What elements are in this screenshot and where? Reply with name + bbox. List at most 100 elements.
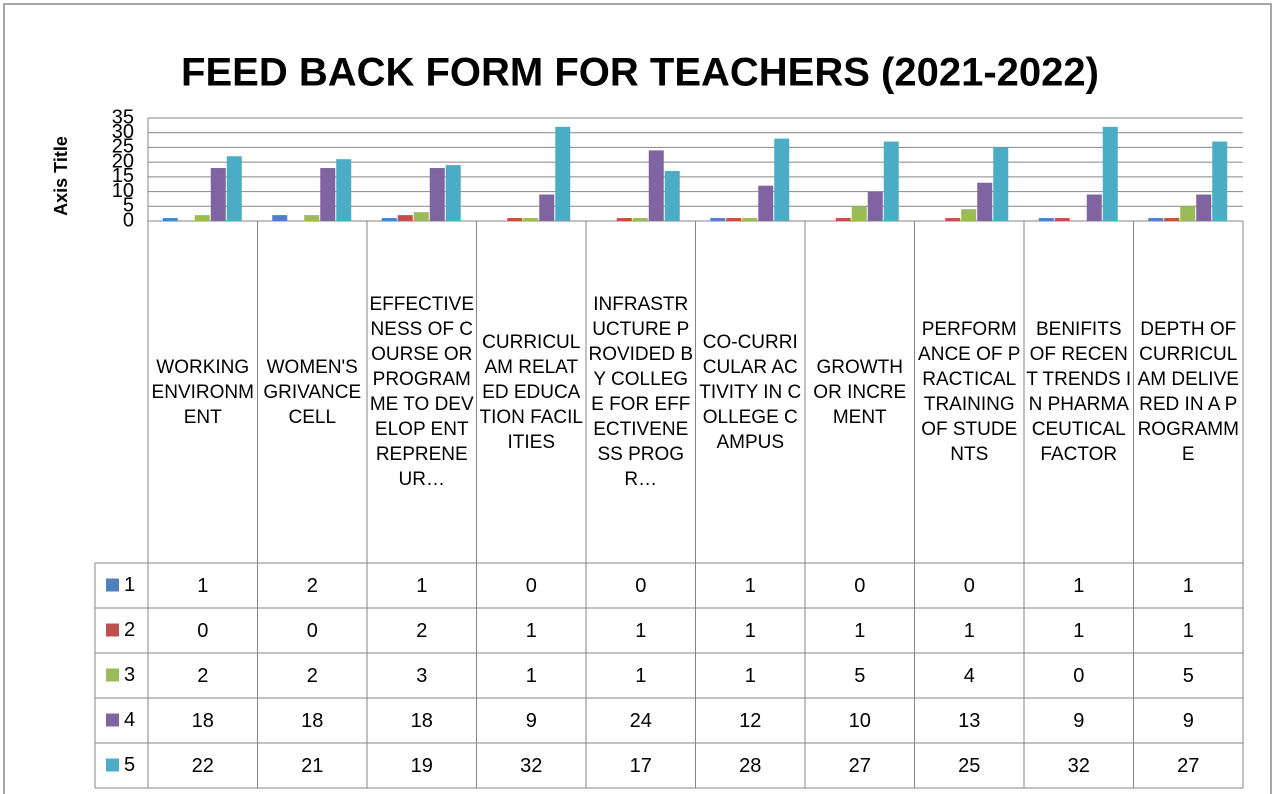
y-tick-label: 5: [123, 195, 134, 217]
x-tick-label: GROWTH OR INCREMENT: [813, 356, 907, 428]
table-value: 1: [1183, 620, 1194, 642]
table-value: 12: [739, 710, 761, 732]
bar: [445, 165, 461, 221]
bar: [1038, 218, 1054, 221]
table-value: 1: [1073, 575, 1084, 597]
bar: [977, 182, 993, 221]
category-label-box: CURRICULAM RELATED EDUCATION FACILITIES: [479, 331, 583, 453]
table-value: 9: [1183, 710, 1194, 732]
table-value: 18: [192, 710, 214, 732]
category-label-box: WOMEN'S GRIVANCE CELL: [263, 357, 361, 428]
bar: [1212, 141, 1228, 221]
bar: [1102, 126, 1118, 221]
category-label-box: CO-CURRICULAR ACTIVITY IN COLLEGE CAMPUS: [699, 331, 802, 453]
table-value: 18: [301, 710, 323, 732]
legend-label: 1: [124, 574, 135, 596]
bar: [758, 185, 774, 221]
bar: [413, 212, 429, 221]
bar: [1164, 218, 1180, 221]
table-value: 2: [307, 665, 318, 687]
legend-label: 2: [124, 619, 135, 641]
bar: [1086, 194, 1102, 221]
table-value: 24: [630, 710, 652, 732]
table-value: 28: [739, 755, 761, 777]
bar: [194, 215, 210, 221]
bar: [867, 191, 883, 221]
category-label-box: BENIFITS OF RECENT TRENDS IN PHARMACEUTI…: [1026, 319, 1131, 465]
bar: [1180, 206, 1196, 221]
table-value: 3: [416, 665, 427, 687]
table-value: 13: [958, 710, 980, 732]
table-value: 1: [964, 620, 975, 642]
table-value: 1: [635, 665, 646, 687]
legend-label: 3: [124, 664, 135, 686]
bar: [710, 218, 726, 221]
category-label-box: GROWTH OR INCREMENT: [813, 356, 907, 428]
table-value: 1: [526, 665, 537, 687]
bar: [523, 218, 539, 221]
bar: [555, 126, 571, 221]
bar: [507, 218, 523, 221]
table-value: 0: [307, 620, 318, 642]
chart-title: FEED BACK FORM FOR TEACHERS (2021-2022): [181, 51, 1099, 95]
table-value: 27: [849, 755, 871, 777]
legend-swatch: [106, 623, 119, 637]
table-value: 0: [197, 620, 208, 642]
table-value: 1: [197, 575, 208, 597]
x-tick-label: CURRICULAM RELATED EDUCATION FACILITIES: [479, 331, 583, 453]
table-value: 0: [1073, 665, 1084, 687]
category-label-box: EFFECTIVENESS OF COURSE OR PROGRAMME TO …: [369, 294, 474, 490]
category-label-box: DEPTH OF CURRICULAM DELIVERED IN A PROGR…: [1138, 319, 1239, 465]
category-label-box: PERFORMANCE OF PRACTICAL TRAINING OF STU…: [918, 319, 1021, 465]
x-tick-label: CO-CURRICULAR ACTIVITY IN COLLEGE CAMPUS: [699, 331, 802, 453]
bar: [397, 215, 413, 221]
bar: [961, 209, 977, 221]
table-value: 1: [745, 665, 756, 687]
table-value: 27: [1177, 755, 1199, 777]
table-value: 2: [416, 620, 427, 642]
x-tick-label: WORKING ENVIRONMENT: [151, 356, 254, 428]
table-value: 1: [416, 575, 427, 597]
legend-swatch: [106, 578, 119, 592]
bar: [226, 156, 242, 221]
bar: [272, 215, 288, 221]
table-value: 2: [197, 665, 208, 687]
category-label-box: INFRASTRUCTURE PROVIDED BY COLLEGE FOR E…: [588, 294, 694, 490]
bar: [539, 194, 555, 221]
bar: [1196, 194, 1212, 221]
bar: [945, 218, 961, 221]
bar: [210, 168, 226, 221]
y-tick-label: 20: [112, 150, 134, 172]
table-value: 4: [964, 665, 975, 687]
y-tick-label: 30: [112, 121, 134, 143]
x-tick-label: PERFORMANCE OF PRACTICAL TRAINING OF STU…: [918, 319, 1021, 465]
bar: [632, 218, 648, 221]
table-value: 32: [1068, 755, 1090, 777]
y-tick-label: 10: [112, 180, 134, 202]
table-value: 32: [520, 755, 542, 777]
table-value: 18: [411, 710, 433, 732]
table-value: 9: [1073, 710, 1084, 732]
table-value: 22: [192, 755, 214, 777]
table-value: 17: [630, 755, 652, 777]
bar: [320, 168, 336, 221]
chart-border: [3, 3, 1272, 794]
x-tick-label: INFRASTRUCTURE PROVIDED BY COLLEGE FOR E…: [588, 294, 694, 490]
bar: [162, 218, 178, 221]
legend-label: 4: [124, 709, 135, 731]
y-tick-label: 35: [112, 106, 134, 128]
table-value: 1: [1183, 575, 1194, 597]
bar: [742, 218, 758, 221]
table-value: 2: [307, 575, 318, 597]
table-value: 0: [526, 575, 537, 597]
bar: [1148, 218, 1164, 221]
table-value: 5: [1183, 665, 1194, 687]
bar: [336, 159, 352, 221]
table-value: 0: [635, 575, 646, 597]
bar: [648, 150, 664, 221]
y-tick-label: 25: [112, 136, 134, 158]
bar: [993, 147, 1009, 221]
table-value: 0: [854, 575, 865, 597]
